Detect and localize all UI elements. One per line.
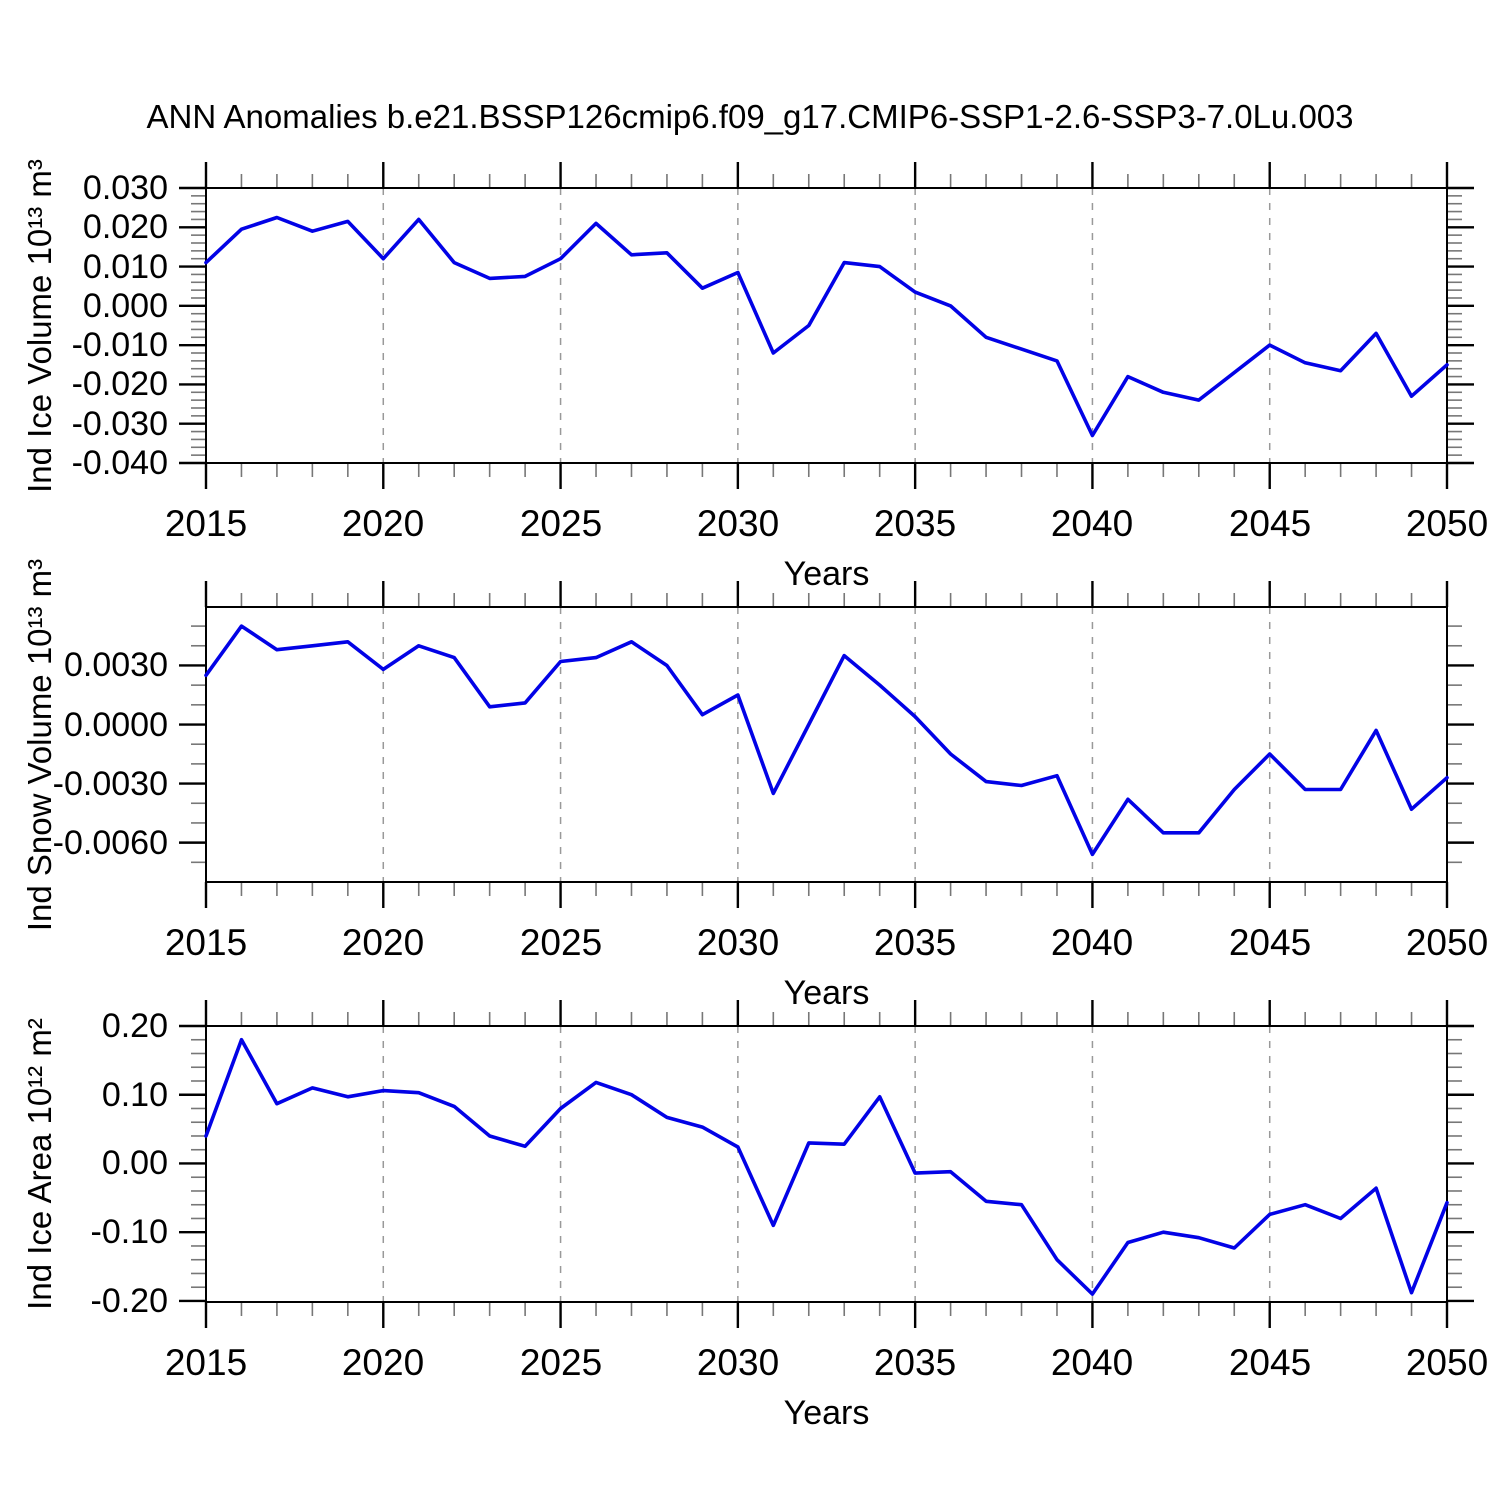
y-tick-label: 0.20 [101,1007,168,1045]
x-tick-label: 2015 [164,503,248,544]
x-tick-label: 2050 [1405,922,1489,963]
y-tick-label: -0.20 [90,1282,169,1320]
plot-frame [205,187,1448,464]
figure-title: ANN Anomalies b.e21.BSSP126cmip6.f09_g17… [146,98,1354,135]
x-tick-label: 2045 [1228,1342,1312,1383]
ice-volume-plot-area [179,162,1474,489]
x-tick-label: 2035 [873,1342,957,1383]
x-tick-label: 2045 [1228,503,1312,544]
y-tick-label: 0.010 [82,248,168,286]
x-tick-label: 2035 [873,503,957,544]
x-tick-label: 2025 [519,1342,603,1383]
y-tick-label: -0.0060 [52,824,168,862]
x-tick-label: 2020 [341,922,425,963]
x-tick-label: 2015 [164,922,248,963]
y-tick-label: 0.10 [101,1076,168,1114]
x-tick-label: 2030 [696,503,780,544]
x-tick-label: 2040 [1050,503,1134,544]
x-tick-label: 2040 [1050,922,1134,963]
x-tick-label: 2015 [164,1342,248,1383]
y-tick-label: 0.020 [82,208,168,246]
ice-volume-x-axis-title: Years [783,555,870,593]
x-tick-label: 2050 [1405,503,1489,544]
x-tick-label: 2040 [1050,1342,1134,1383]
anomaly-data-line [204,1037,1449,1296]
x-tick-label: 2030 [696,922,780,963]
y-tick-label: -0.10 [90,1213,169,1251]
x-tick-label: 2025 [519,922,603,963]
snow-volume-x-axis-title: Years [783,974,870,1012]
y-tick-label: -0.030 [71,405,168,443]
y-tick-label: -0.0030 [52,765,168,803]
y-tick-label: 0.0000 [64,706,168,744]
x-tick-label: 2050 [1405,1342,1489,1383]
x-tick-label: 2035 [873,922,957,963]
y-tick-label: 0.030 [82,169,168,207]
y-tick-label: 0.0030 [64,646,168,684]
x-tick-label: 2025 [519,503,603,544]
ice-area-x-axis-title: Years [783,1394,870,1432]
x-tick-label: 2020 [341,503,425,544]
ice-area-plot-area [179,1000,1474,1328]
plot-frame [205,1025,1448,1303]
x-tick-label: 2020 [341,1342,425,1383]
y-tick-label: 0.00 [101,1144,168,1182]
anomaly-data-line [204,624,1449,857]
y-tick-label: -0.040 [71,444,168,482]
anomaly-data-line [204,215,1449,438]
y-tick-label: -0.020 [71,365,168,403]
y-tick-label: 0.000 [82,287,168,325]
y-tick-label: -0.010 [71,326,168,364]
plot-frame [205,606,1448,883]
x-tick-label: 2045 [1228,922,1312,963]
snow-volume-plot-area [179,581,1474,908]
x-tick-label: 2030 [696,1342,780,1383]
